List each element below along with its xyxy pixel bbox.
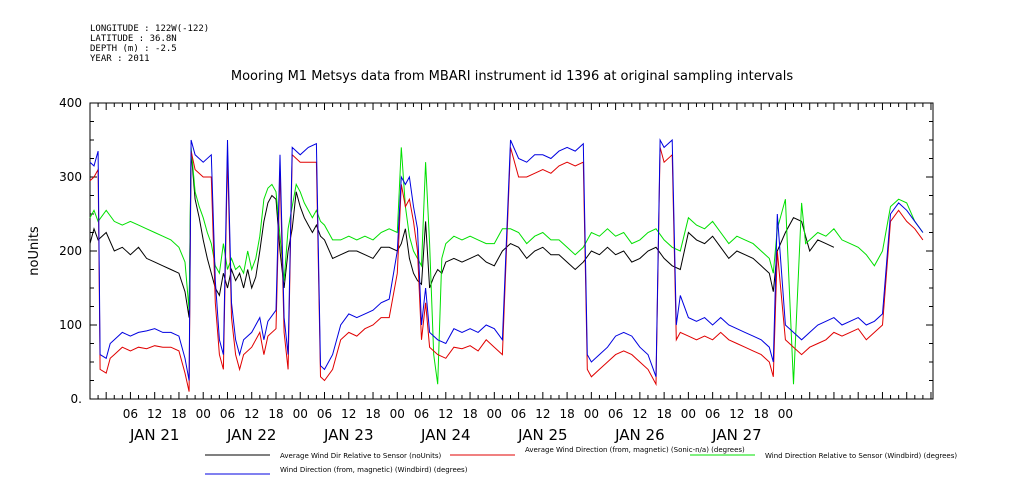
x-tick-label: 00: [584, 407, 599, 421]
y-tick-label: 100: [59, 318, 82, 332]
x-tick-label: 00: [681, 407, 696, 421]
x-tick-label: 06: [608, 407, 623, 421]
x-tick-label: 12: [632, 407, 647, 421]
x-day-label: JAN 22: [226, 426, 277, 444]
x-tick-label: 06: [123, 407, 138, 421]
x-axis: 06 12 18 00 06 12 18 00 06 12 18 00 06 12 18 00 06 12 18 00…: [89, 103, 932, 444]
x-day-label: JAN 24: [420, 426, 471, 444]
x-tick-label: 18: [268, 407, 283, 421]
x-tick-label: 00: [196, 407, 211, 421]
x-tick-label: 00: [390, 407, 405, 421]
chart-title: Mooring M1 Metsys data from MBARI instru…: [231, 69, 793, 84]
series-line-2: [89, 147, 924, 385]
x-tick-label: 06: [220, 407, 235, 421]
y-tick-label: 300: [59, 170, 82, 184]
x-day-label: JAN 27: [711, 426, 762, 444]
series-line-1: [89, 147, 924, 392]
x-tick-label: 18: [559, 407, 574, 421]
y-axis-label: noUnits: [27, 226, 42, 276]
x-tick-label: 06: [317, 407, 332, 421]
x-tick-label: 12: [244, 407, 259, 421]
x-tick-label: 12: [147, 407, 162, 421]
x-tick-label: 00: [487, 407, 502, 421]
x-day-label: JAN 23: [323, 426, 374, 444]
x-tick-label: 12: [729, 407, 744, 421]
x-tick-label: 12: [438, 407, 453, 421]
y-tick-label: 200: [59, 244, 82, 258]
y-tick-label: 0.: [71, 392, 82, 406]
x-tick-label: 00: [293, 407, 308, 421]
meta-depth: DEPTH (m) : -2.5: [90, 44, 177, 54]
x-day-label: JAN 21: [129, 426, 180, 444]
series-layer: [89, 138, 924, 392]
x-tick-label: 06: [511, 407, 526, 421]
x-tick-label: 06: [414, 407, 429, 421]
legend-label-2: Wind Direction Relative to Sensor (Windb…: [765, 452, 957, 460]
series-line-0: [89, 151, 835, 318]
meta-longitude: LONGITUDE : 122W(-122): [90, 24, 209, 34]
y-axis: 0. 100 200 300 400: [59, 96, 933, 406]
legend-label-0: Average Wind Dir Relative to Sensor (noU…: [280, 452, 441, 460]
x-tick-label: 18: [171, 407, 186, 421]
x-tick-label: 18: [754, 407, 769, 421]
x-tick-label: 06: [705, 407, 720, 421]
legend-label-3: Wind Direction (from, magnetic) (Windbir…: [280, 466, 468, 474]
x-tick-label: 18: [365, 407, 380, 421]
x-day-label: JAN 25: [517, 426, 568, 444]
x-tick-label: 12: [341, 407, 356, 421]
y-tick-label: 400: [59, 96, 82, 110]
legend-label-1: Average Wind Direction (from, magnetic) …: [525, 446, 745, 454]
plot-frame: [89, 102, 934, 400]
meta-year: YEAR : 2011: [90, 54, 150, 64]
x-tick-label: 00: [778, 407, 793, 421]
x-day-label: JAN 26: [614, 426, 665, 444]
x-tick-label: 12: [535, 407, 550, 421]
legend: Average Wind Dir Relative to Sensor (noU…: [205, 446, 957, 475]
series-line-3: [89, 138, 924, 381]
x-tick-label: 18: [462, 407, 477, 421]
x-tick-label: 18: [656, 407, 671, 421]
meta-latitude: LATITUDE : 36.8N: [90, 34, 177, 44]
